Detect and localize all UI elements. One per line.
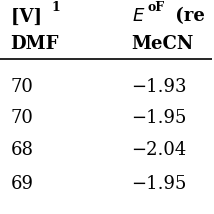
Text: oF: oF bbox=[147, 1, 165, 14]
Text: 1: 1 bbox=[52, 1, 61, 14]
Text: DMF: DMF bbox=[11, 35, 59, 53]
Text: −1.95: −1.95 bbox=[132, 109, 187, 127]
Text: MeCN: MeCN bbox=[132, 35, 194, 53]
Text: −1.93: −1.93 bbox=[132, 77, 187, 95]
Text: 70: 70 bbox=[11, 109, 33, 127]
Text: 68: 68 bbox=[11, 141, 34, 159]
Text: −1.95: −1.95 bbox=[132, 175, 187, 193]
Text: 69: 69 bbox=[11, 175, 34, 193]
Text: −2.04: −2.04 bbox=[132, 141, 187, 159]
Text: $E$: $E$ bbox=[132, 7, 145, 25]
Text: (re: (re bbox=[169, 7, 205, 25]
Text: 70: 70 bbox=[11, 77, 33, 95]
Text: [V]: [V] bbox=[11, 7, 48, 25]
